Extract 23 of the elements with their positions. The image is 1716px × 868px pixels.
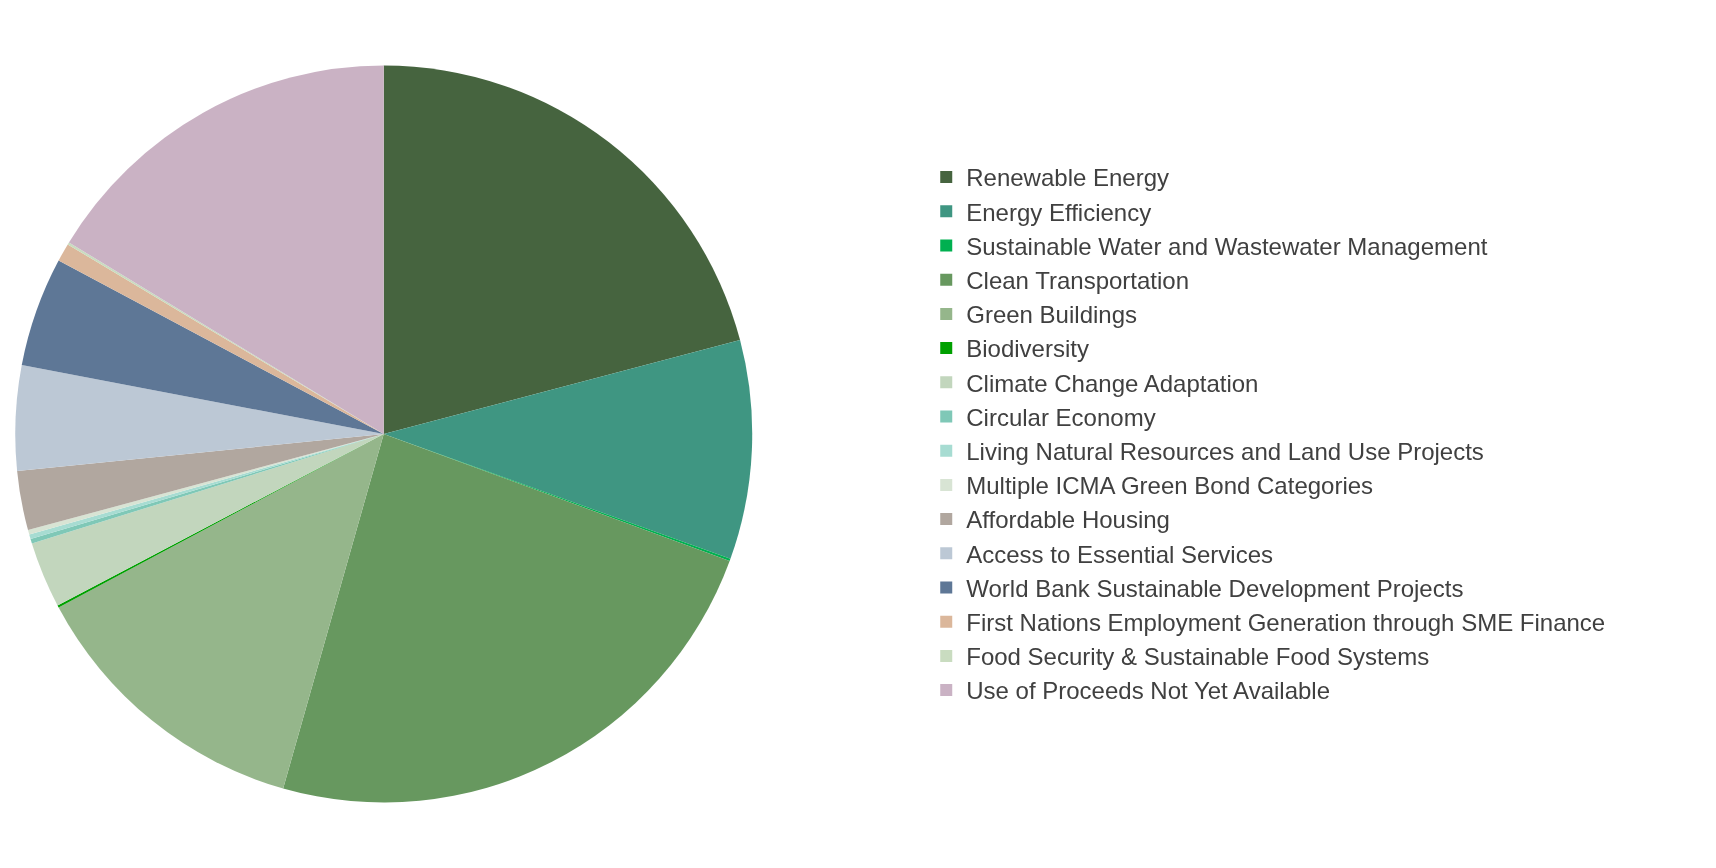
legend-label: Biodiversity bbox=[966, 335, 1089, 363]
legend-label: Access to Essential Services bbox=[966, 540, 1274, 568]
pie-slice bbox=[58, 434, 384, 789]
pie-slice bbox=[383, 65, 741, 434]
pie-slice bbox=[383, 340, 753, 559]
legend-label: First Nations Employment Generation through SME Finance bbox=[966, 609, 1606, 637]
legend-label: Affordable Housing bbox=[966, 506, 1170, 534]
legend-label: Multiple ICMA Green Bond Categories bbox=[966, 472, 1374, 500]
legend-label: Climate Change Adaptation bbox=[966, 369, 1259, 397]
legend-label: Clean Transportation bbox=[966, 267, 1190, 295]
pie-slice bbox=[68, 65, 384, 434]
legend-label: Living Natural Resources and Land Use Projects bbox=[966, 438, 1484, 466]
pie-slice bbox=[21, 260, 384, 434]
legend-label: Renewable Energy bbox=[966, 164, 1170, 192]
legend-label: Energy Efficiency bbox=[966, 198, 1152, 226]
pie-slice bbox=[15, 364, 384, 471]
legend-label: Use of Proceeds Not Yet Available bbox=[966, 677, 1331, 705]
legend-label: Green Buildings bbox=[966, 301, 1138, 329]
pie-slice bbox=[283, 434, 730, 803]
legend-label: Circular Economy bbox=[966, 403, 1156, 431]
legend-label: World Bank Sustainable Development Projects bbox=[966, 574, 1464, 602]
legend-label: Sustainable Water and Wastewater Management bbox=[966, 232, 1488, 260]
legend-label: Food Security & Sustainable Food Systems bbox=[966, 643, 1430, 671]
